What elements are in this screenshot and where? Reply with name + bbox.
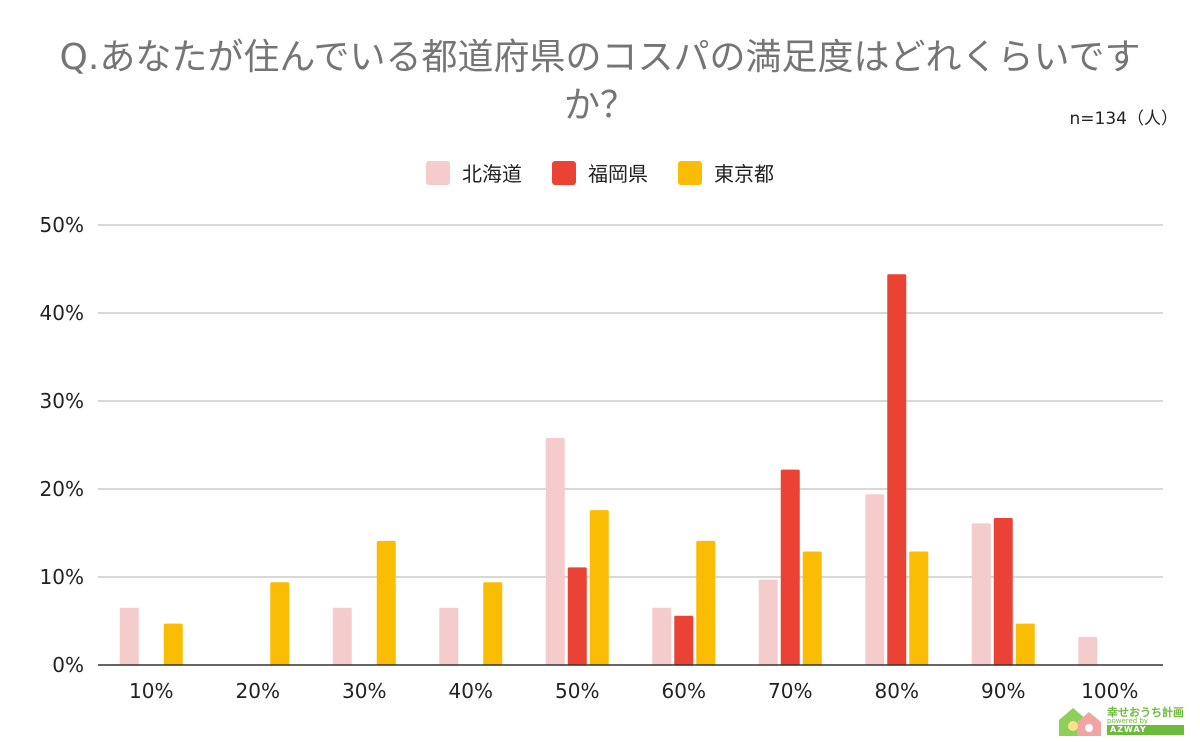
logo-brand-text: AZWAY <box>1107 725 1184 735</box>
bar <box>865 494 885 665</box>
bar <box>758 579 778 665</box>
legend-label-fukuoka: 福岡県 <box>588 162 648 186</box>
bar <box>483 582 503 665</box>
chart-title: Q.あなたが住んでいる都道府県のコスパの満足度はどれくらいですか？ <box>59 37 1141 126</box>
bar <box>439 607 459 665</box>
x-tick-label: 50% <box>555 679 599 703</box>
legend-item-tokyo: 東京都 <box>678 158 774 187</box>
y-tick-label: 40% <box>40 301 84 325</box>
bar <box>652 607 672 665</box>
x-tick-label: 60% <box>662 679 706 703</box>
logo-sub-text: powered by <box>1107 717 1149 725</box>
bar <box>270 582 290 665</box>
x-tick-label: 90% <box>981 679 1025 703</box>
bar <box>1078 636 1098 665</box>
x-tick-label: 20% <box>236 679 280 703</box>
bar <box>332 607 352 665</box>
bar <box>545 437 565 665</box>
bar <box>909 551 929 665</box>
x-tick-label: 80% <box>875 679 919 703</box>
x-tick-label: 30% <box>342 679 386 703</box>
logo-main-text: 幸せおうち計画 <box>1107 706 1184 719</box>
legend-swatch-tokyo <box>678 160 702 185</box>
bar <box>163 623 183 665</box>
legend-swatch-hokkaido <box>426 160 450 185</box>
legend: 北海道 福岡県 東京都 <box>0 158 1200 187</box>
bar <box>567 567 587 665</box>
y-tick-label: 0% <box>52 653 84 677</box>
y-tick-label: 10% <box>40 565 84 589</box>
bar <box>993 518 1013 665</box>
sample-size-note: n=134（人） <box>1069 109 1178 129</box>
bar <box>674 615 694 665</box>
bar <box>971 523 991 665</box>
brand-logo: 幸せおうち計画 powered by AZWAY <box>1057 704 1184 738</box>
bar <box>696 540 716 665</box>
bar <box>887 274 907 665</box>
x-tick-label: 10% <box>129 679 173 703</box>
x-tick-label: 70% <box>768 679 812 703</box>
bar <box>376 540 396 665</box>
legend-item-fukuoka: 福岡県 <box>552 158 648 187</box>
legend-label-tokyo: 東京都 <box>714 162 774 186</box>
y-tick-label: 30% <box>40 389 84 413</box>
bar <box>1015 623 1035 665</box>
bar <box>119 607 139 665</box>
legend-swatch-fukuoka <box>552 160 576 185</box>
y-tick-label: 50% <box>40 213 84 237</box>
legend-label-hokkaido: 北海道 <box>462 162 522 186</box>
bar <box>802 551 822 665</box>
house-logo-icon <box>1059 708 1101 736</box>
x-tick-label: 100% <box>1081 679 1138 703</box>
bar <box>589 510 609 665</box>
x-tick-label: 40% <box>449 679 493 703</box>
bar <box>780 469 800 665</box>
y-tick-label: 20% <box>40 477 84 501</box>
legend-item-hokkaido: 北海道 <box>426 158 522 187</box>
